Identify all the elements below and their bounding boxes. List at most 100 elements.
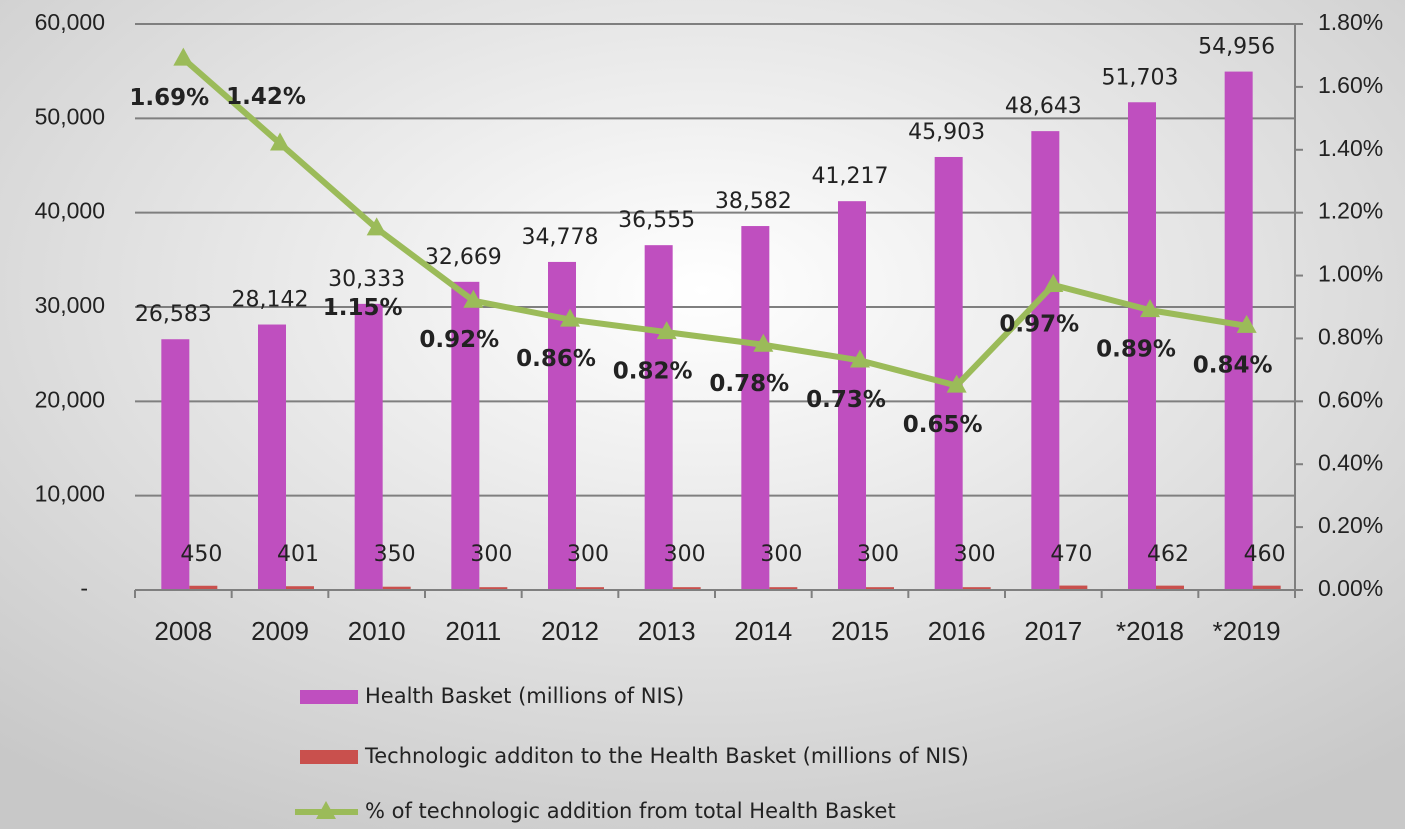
point xyxy=(270,132,290,151)
point xyxy=(946,374,967,393)
y2-tick-label: 1.00% xyxy=(1318,261,1383,287)
value-label: 300 xyxy=(760,542,802,567)
bar xyxy=(866,587,894,590)
x-tick-label: 2011 xyxy=(445,616,501,646)
x-tick-label: 2015 xyxy=(831,616,889,646)
bar xyxy=(1156,585,1184,590)
y-tick-label: - xyxy=(80,575,88,601)
value-label: 300 xyxy=(664,542,706,567)
bar xyxy=(451,281,480,590)
value-label: 450 xyxy=(180,542,222,567)
point xyxy=(1236,314,1257,333)
bar xyxy=(382,586,411,590)
bar xyxy=(576,587,604,590)
bar xyxy=(1059,585,1088,590)
y2-tick-label: 0.00% xyxy=(1318,575,1383,601)
value-label: 350 xyxy=(374,542,416,567)
value-label: 300 xyxy=(470,542,512,567)
value-label: 462 xyxy=(1147,542,1189,567)
value-label: 300 xyxy=(857,542,899,567)
point-label: 0.84% xyxy=(1193,352,1273,378)
y-tick-label: 30,000 xyxy=(35,292,105,318)
bar xyxy=(741,226,770,590)
value-label: 470 xyxy=(1050,542,1092,567)
point xyxy=(366,217,387,236)
bar xyxy=(189,585,218,590)
point xyxy=(560,308,580,327)
y2-tick-label: 1.40% xyxy=(1318,135,1383,161)
value-label: 32,669 xyxy=(425,245,502,270)
value-label: 54,956 xyxy=(1198,35,1275,60)
y-tick-label: 10,000 xyxy=(35,481,105,507)
value-label: 51,703 xyxy=(1102,65,1179,90)
point-label: 0.86% xyxy=(516,346,596,372)
value-label: 36,555 xyxy=(618,208,695,233)
point-label: 0.65% xyxy=(903,412,983,438)
bar xyxy=(1031,131,1060,590)
legend-label: % of technologic addition from total Hea… xyxy=(365,799,896,823)
bar xyxy=(354,303,383,590)
y-tick-label: 60,000 xyxy=(35,9,105,35)
x-tick-label: *2019 xyxy=(1213,616,1281,646)
point xyxy=(1043,273,1064,292)
value-label: 34,778 xyxy=(522,225,599,250)
point xyxy=(1140,299,1160,318)
x-tick-label: 2014 xyxy=(734,616,792,646)
point xyxy=(753,333,774,352)
bar xyxy=(644,245,673,591)
point-label: 0.73% xyxy=(806,387,886,413)
value-label: 41,217 xyxy=(812,164,889,189)
bar xyxy=(258,324,286,590)
bar xyxy=(962,587,991,590)
bar xyxy=(672,587,701,590)
bar xyxy=(838,201,866,591)
bar xyxy=(934,156,963,591)
legend-label: Technologic additon to the Health Basket… xyxy=(364,744,969,768)
point-label: 0.89% xyxy=(1096,337,1176,363)
x-tick-label: 2013 xyxy=(638,616,696,646)
value-label: 460 xyxy=(1244,542,1286,567)
bar xyxy=(769,587,798,590)
y2-tick-label: 1.20% xyxy=(1318,198,1383,224)
point-label: 0.78% xyxy=(709,371,789,397)
bar xyxy=(286,586,314,590)
value-label: 45,903 xyxy=(908,120,985,145)
point-label: 0.82% xyxy=(613,359,693,385)
point-label: 1.42% xyxy=(226,84,306,110)
bar xyxy=(161,339,190,590)
x-tick-label: 2012 xyxy=(541,616,599,646)
point-label: 0.92% xyxy=(419,327,499,353)
y2-tick-label: 0.80% xyxy=(1318,324,1383,350)
value-label: 300 xyxy=(567,542,609,567)
value-label: 38,582 xyxy=(715,189,792,214)
y2-tick-label: 1.80% xyxy=(1318,9,1383,35)
y2-tick-label: 0.60% xyxy=(1318,386,1383,412)
point-label: 1.69% xyxy=(129,85,209,111)
value-label: 401 xyxy=(277,542,319,567)
value-label: 300 xyxy=(954,542,996,567)
x-tick-label: 2017 xyxy=(1024,616,1082,646)
y-tick-label: 20,000 xyxy=(35,386,105,412)
y2-tick-label: 1.60% xyxy=(1318,72,1383,98)
legend-marker xyxy=(316,801,336,819)
value-label: 26,583 xyxy=(135,302,212,327)
point-label: 1.15% xyxy=(323,295,403,321)
point xyxy=(656,321,677,340)
x-tick-label: 2016 xyxy=(928,616,986,646)
legend-label: Health Basket (millions of NIS) xyxy=(365,684,684,708)
point-label: 0.97% xyxy=(999,311,1079,337)
line xyxy=(181,56,1248,389)
x-tick-label: 2008 xyxy=(154,616,212,646)
bar xyxy=(548,261,576,590)
point xyxy=(850,349,870,368)
bar xyxy=(479,587,508,590)
legend-swatch xyxy=(300,750,358,764)
value-label: 48,643 xyxy=(1005,94,1082,119)
x-tick-label: *2018 xyxy=(1116,616,1184,646)
bar xyxy=(1128,102,1156,590)
value-label: 28,142 xyxy=(232,288,309,313)
y2-tick-label: 0.40% xyxy=(1318,449,1383,475)
point xyxy=(173,47,194,66)
